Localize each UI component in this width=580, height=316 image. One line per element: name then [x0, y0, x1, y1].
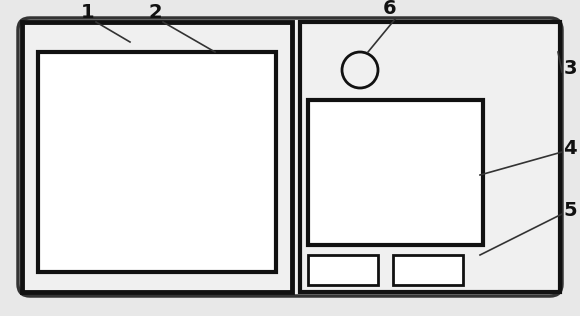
- Bar: [308, 100, 483, 245]
- Bar: [393, 255, 463, 285]
- Bar: [308, 255, 378, 285]
- Text: 3: 3: [563, 58, 577, 77]
- Text: 6: 6: [383, 0, 397, 17]
- Text: 1: 1: [81, 3, 95, 21]
- Text: 4: 4: [563, 138, 577, 157]
- Circle shape: [342, 52, 378, 88]
- Bar: [38, 52, 276, 272]
- Text: 2: 2: [148, 3, 162, 21]
- Text: 5: 5: [563, 200, 577, 220]
- Bar: [22, 22, 292, 292]
- FancyBboxPatch shape: [18, 18, 562, 296]
- Bar: [300, 22, 560, 292]
